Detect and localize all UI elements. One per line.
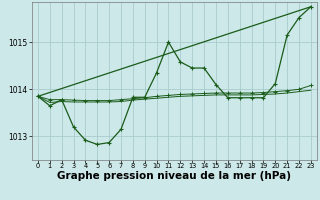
X-axis label: Graphe pression niveau de la mer (hPa): Graphe pression niveau de la mer (hPa)	[57, 171, 292, 181]
